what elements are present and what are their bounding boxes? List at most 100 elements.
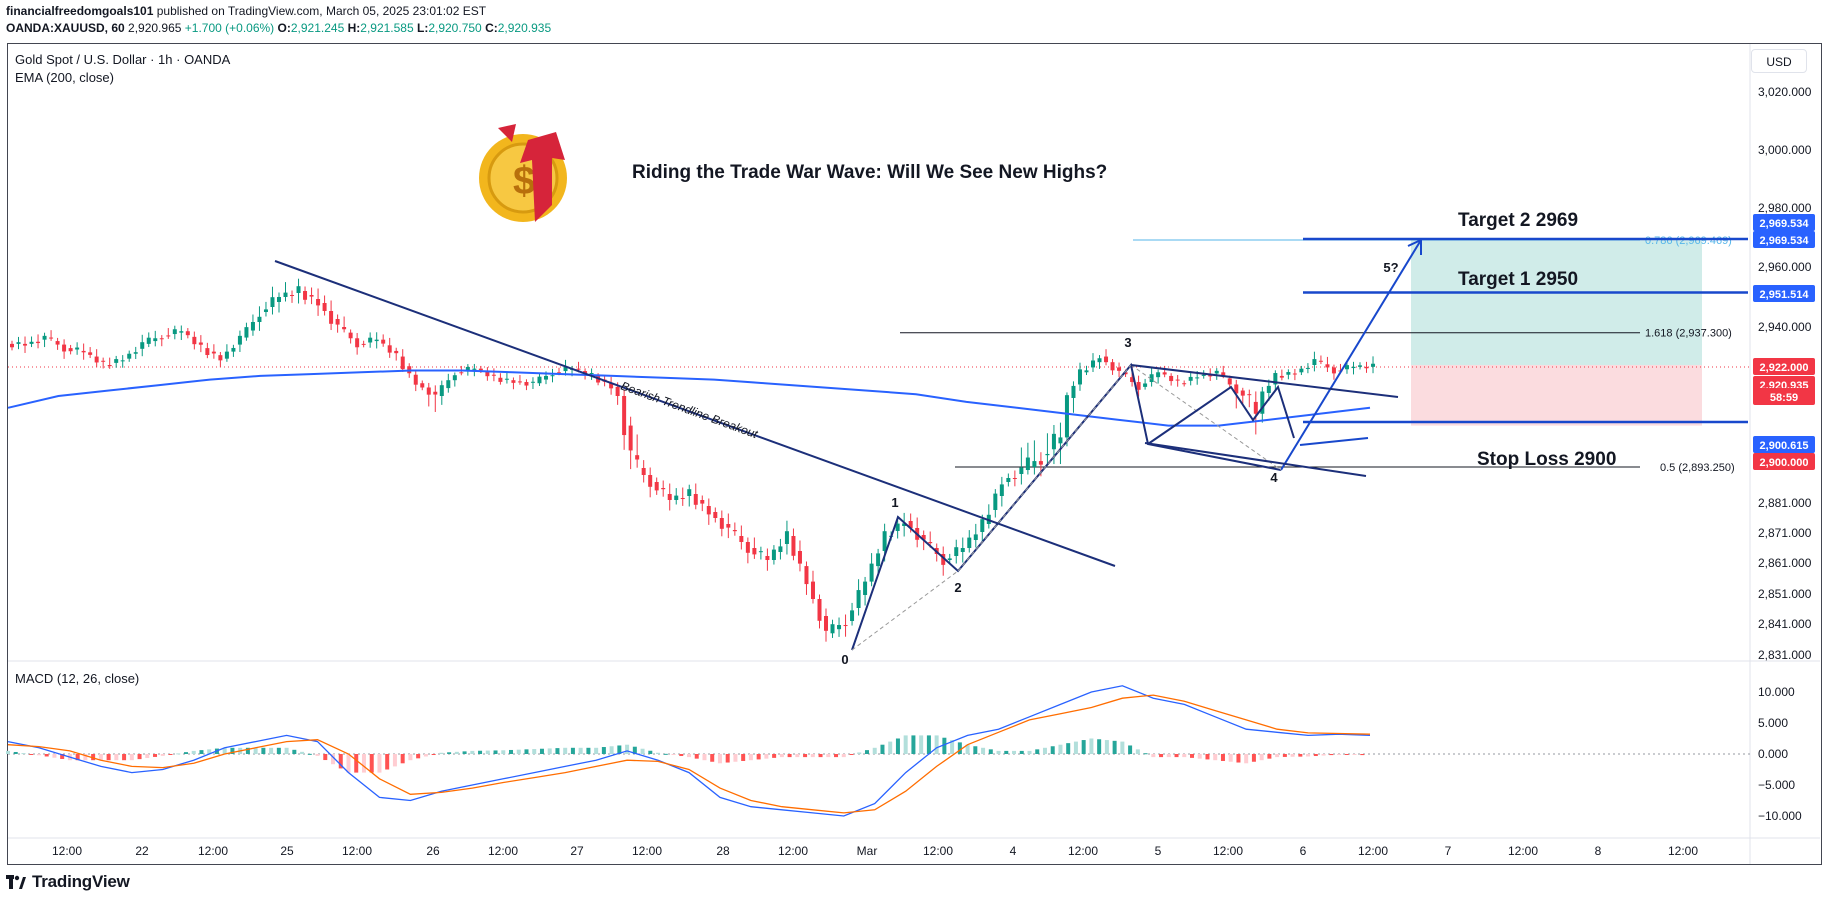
price-tag <box>1753 388 1815 405</box>
macd-histogram-bar <box>323 754 328 761</box>
macd-histogram-bar <box>594 747 599 754</box>
price-candle <box>491 374 496 376</box>
price-candle <box>140 342 145 349</box>
close-value: 2,920.935 <box>497 21 552 35</box>
wave-label: 2 <box>954 580 961 595</box>
macd-histogram-bar <box>1135 749 1140 754</box>
macd-histogram-bar <box>1205 754 1210 760</box>
macd-histogram-bar <box>934 735 939 754</box>
macd-histogram-bar <box>245 747 250 754</box>
price-candle <box>843 625 848 627</box>
price-candle <box>713 512 718 518</box>
price-candle <box>1117 367 1122 371</box>
macd-histogram-bar <box>926 735 931 754</box>
macd-histogram-bar <box>617 745 622 754</box>
low-label: L: <box>417 21 429 35</box>
price-tick-label: 2,871.000 <box>1758 526 1812 540</box>
time-tick-label: 28 <box>716 844 730 858</box>
price-candle <box>648 475 653 487</box>
macd-histogram-bar <box>841 754 846 758</box>
price-tag <box>1753 214 1815 231</box>
price-candle <box>719 518 724 529</box>
wedge-lower <box>1144 442 1367 477</box>
macd-histogram-bar <box>834 754 839 758</box>
price-candle <box>1175 379 1180 381</box>
macd-histogram-bar <box>493 750 498 754</box>
price-candle <box>771 549 776 560</box>
price-candle <box>1292 373 1297 375</box>
macd-legend[interactable]: MACD (12, 26, close) <box>15 671 140 686</box>
macd-histogram-bar <box>253 747 258 754</box>
price-candle <box>374 339 379 342</box>
price-candle <box>270 297 275 307</box>
macd-histogram-bar <box>122 754 127 761</box>
target1-label: Target 1 2950 <box>1458 269 1578 290</box>
wave-guide <box>1130 364 1282 471</box>
price-candle <box>1064 395 1069 438</box>
macd-histogram-bar <box>756 754 761 760</box>
price-candle <box>1077 369 1082 385</box>
price-candle <box>1195 377 1200 379</box>
fib-05-label: 0.5 (2,893.250) <box>1660 462 1735 474</box>
price-candle <box>1136 382 1141 390</box>
price-tick-label: 2,831.000 <box>1758 648 1812 662</box>
macd-histogram-bar <box>60 754 65 759</box>
currency-button[interactable]: USD <box>1751 49 1807 73</box>
time-tick-label: 12:00 <box>1508 844 1538 858</box>
macd-histogram-bar <box>826 754 831 758</box>
macd-histogram-bar <box>663 753 668 755</box>
macd-histogram-bar <box>1360 754 1365 756</box>
price-candle <box>1208 374 1213 377</box>
macd-histogram-bar <box>21 753 26 755</box>
publisher-name[interactable]: financialfreedomgoals101 <box>6 4 154 18</box>
price-candle <box>413 374 418 385</box>
price-candle <box>426 387 431 395</box>
price-candle <box>908 521 913 528</box>
price-candle <box>465 366 470 372</box>
price-candle <box>856 590 861 608</box>
price-candle <box>1097 358 1102 363</box>
price-candle <box>49 337 54 339</box>
ema-legend[interactable]: EMA (200, close) <box>15 70 114 85</box>
arrow-fragment-icon <box>498 124 516 142</box>
macd-histogram-bar <box>601 747 606 754</box>
price-candle <box>876 553 881 567</box>
price-candle <box>530 381 535 383</box>
price-candle <box>433 391 438 395</box>
macd-histogram-bar <box>872 747 877 754</box>
price-candle <box>29 341 34 344</box>
price-candle <box>322 303 327 311</box>
tradingview-brand[interactable]: TradingView <box>32 872 130 891</box>
time-tick-label: 12:00 <box>198 844 228 858</box>
price-tag <box>1753 231 1815 248</box>
price-candle <box>1019 467 1024 474</box>
price-candle <box>309 295 314 297</box>
wave-guide <box>957 364 1132 572</box>
macd-histogram-bar <box>6 750 10 754</box>
price-candle <box>863 581 868 595</box>
macd-histogram-bar <box>1112 740 1117 754</box>
price-candle <box>622 396 627 436</box>
price-candle <box>1045 453 1050 456</box>
price-candle <box>1273 373 1278 385</box>
wave-label: 4 <box>1270 470 1278 485</box>
macd-histogram-bar <box>230 747 235 754</box>
time-tick-label: 4 <box>1010 844 1017 858</box>
macd-histogram-bar <box>400 754 405 764</box>
macd-histogram-bar <box>625 744 630 754</box>
price-candle <box>276 297 281 302</box>
time-tick-label: 7 <box>1445 844 1452 858</box>
price-candle <box>797 551 802 564</box>
price-candle <box>94 356 99 363</box>
macd-histogram-bar <box>919 735 924 754</box>
price-candle <box>804 566 809 585</box>
price-candle <box>661 488 666 490</box>
macd-histogram-bar <box>547 748 552 754</box>
footer: TradingView <box>6 870 130 894</box>
time-tick-label: 6 <box>1300 844 1307 858</box>
price-candle <box>524 382 529 386</box>
price-candle <box>817 599 822 621</box>
price-tag <box>1753 358 1815 375</box>
price-candle <box>400 356 405 370</box>
